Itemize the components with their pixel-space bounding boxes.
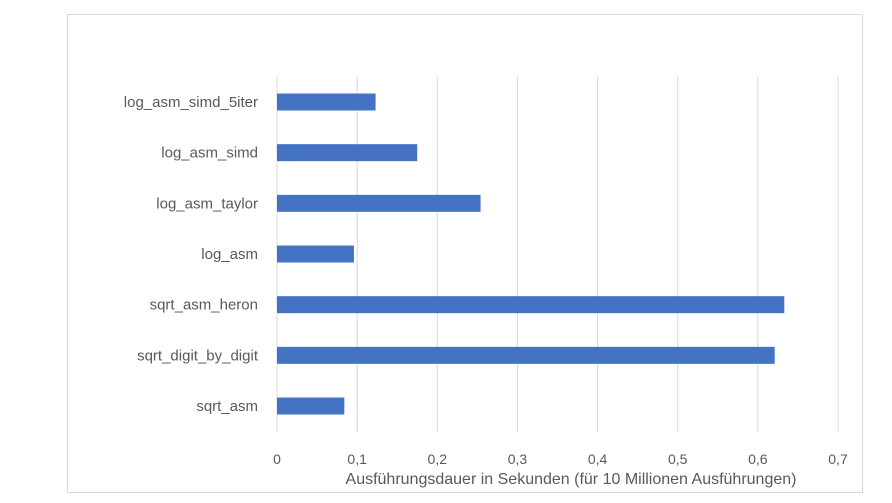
- x-tick-labels: 0 0,1 0,2 0,3 0,4 0,5 0,6 0,7: [273, 451, 848, 467]
- bar: [277, 144, 418, 162]
- bar: [277, 346, 775, 364]
- x-tick-label: 0,1: [347, 451, 367, 467]
- category-label: log_asm_taylor: [156, 195, 258, 212]
- x-tick-label: 0,6: [748, 451, 768, 467]
- bar: [277, 397, 345, 415]
- x-axis-title: Ausführungsdauer in Sekunden (für 10 Mil…: [346, 471, 797, 488]
- category-label: log_asm: [201, 246, 258, 263]
- x-tick-label: 0,2: [428, 451, 448, 467]
- bar: [277, 93, 376, 111]
- category-labels: log_asm_simd_5iter log_asm_simd log_asm_ta…: [124, 94, 259, 415]
- x-tick-label: 0: [273, 451, 281, 467]
- category-label: sqrt_asm_heron: [150, 297, 258, 314]
- category-label: log_asm_simd: [161, 145, 258, 162]
- category-label: sqrt_asm: [196, 398, 258, 415]
- x-tick-label: 0,4: [588, 451, 608, 467]
- x-tick-label: 0,3: [508, 451, 528, 467]
- category-label: sqrt_digit_by_digit: [137, 347, 259, 364]
- chart-frame: [67, 14, 863, 493]
- bars: [277, 93, 785, 415]
- gridlines: [276, 77, 839, 432]
- x-tick-label: 0,5: [668, 451, 688, 467]
- bar: [277, 194, 481, 212]
- bar: [277, 296, 785, 314]
- bar: [277, 245, 354, 263]
- x-tick-label: 0,7: [828, 451, 848, 467]
- category-label: log_asm_simd_5iter: [124, 94, 258, 111]
